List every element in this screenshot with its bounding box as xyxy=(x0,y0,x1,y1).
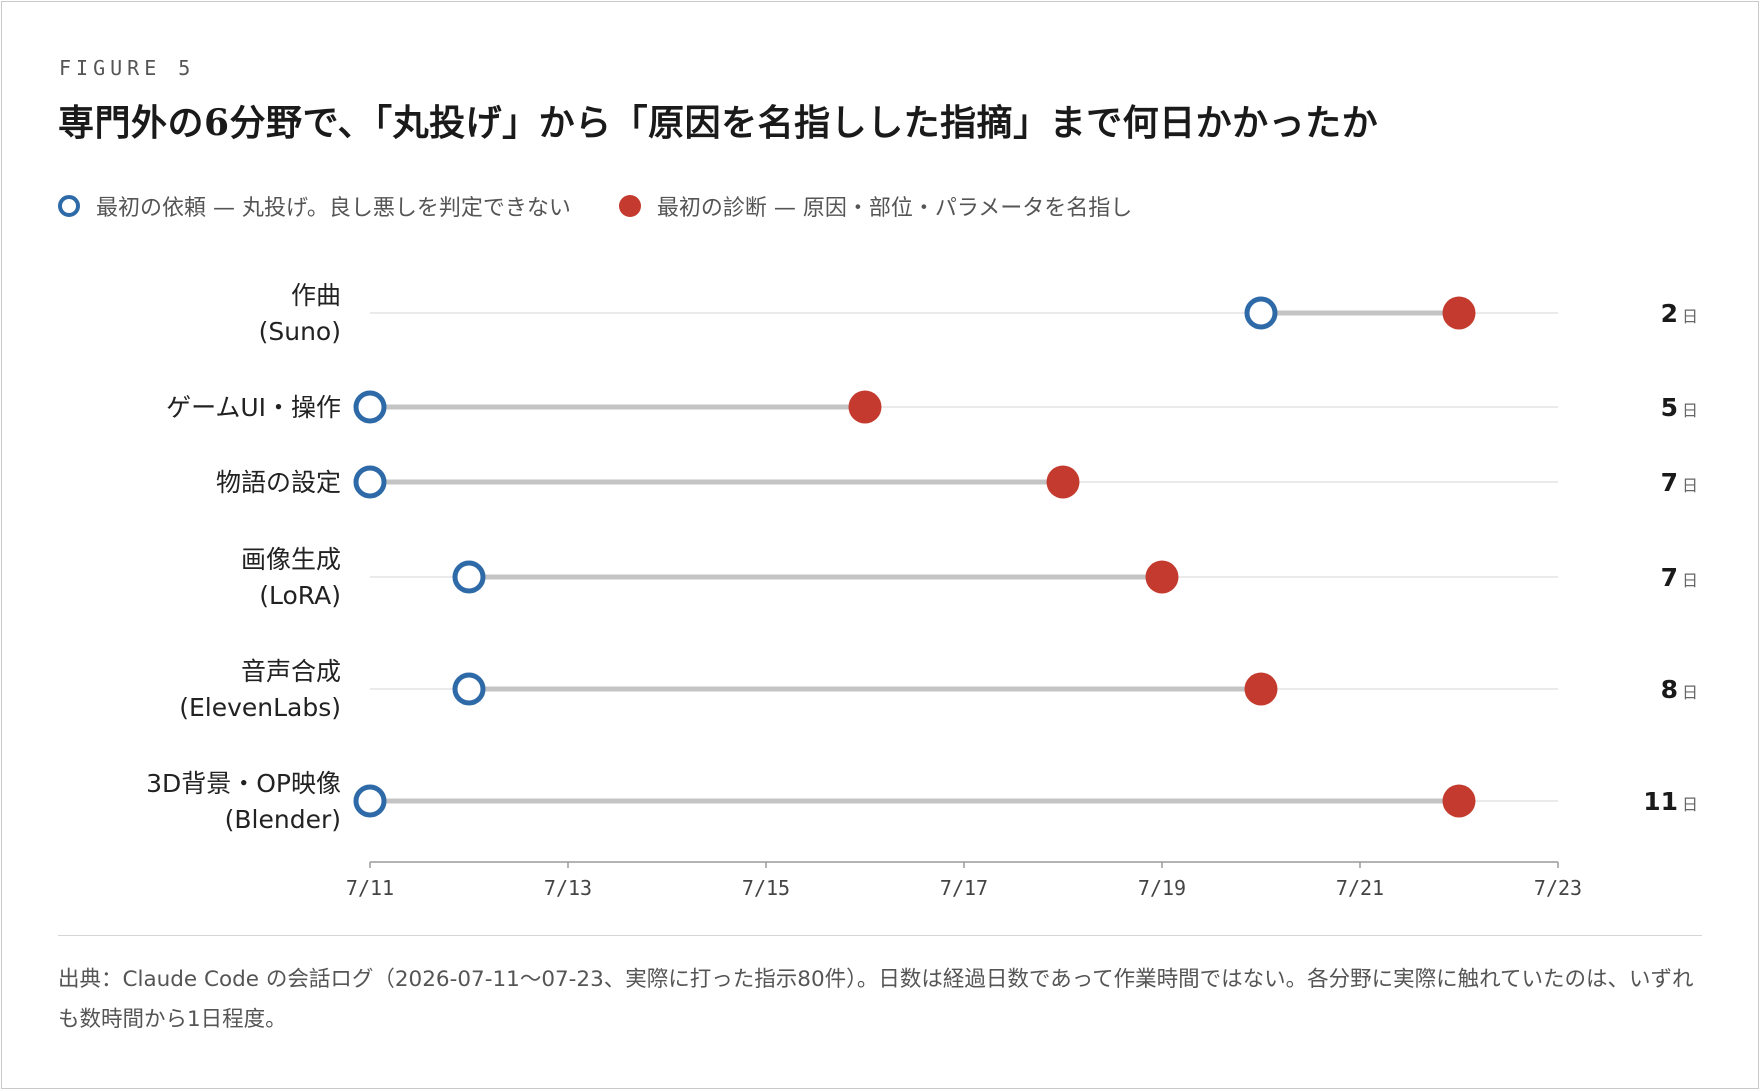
days-unit: 日 xyxy=(1682,307,1698,326)
end-marker xyxy=(848,390,882,424)
days-count: 8 xyxy=(1661,675,1678,704)
row-label: 画像生成 xyxy=(241,545,341,574)
open-circle-icon xyxy=(58,195,80,217)
filled-circle-icon xyxy=(618,195,641,217)
end-marker xyxy=(1244,672,1278,706)
legend: 最初の依頼 — 丸投げ。良し悪しを判定できない 最初の診断 — 原因・部位・パラ… xyxy=(58,188,1132,224)
start-marker xyxy=(1244,296,1278,330)
days-count: 5 xyxy=(1661,393,1678,422)
x-tick-label: 7/17 xyxy=(940,876,988,900)
x-tick-label: 7/21 xyxy=(1336,876,1384,900)
days-count: 11 xyxy=(1643,787,1678,816)
x-tick-label: 7/13 xyxy=(544,876,592,900)
x-tick-label: 7/19 xyxy=(1138,876,1186,900)
end-marker xyxy=(1145,560,1179,594)
legend-item-start: 最初の依頼 — 丸投げ。良し悪しを判定できない xyxy=(58,190,571,222)
start-marker xyxy=(452,560,486,594)
row-label: 3D背景・OP映像 xyxy=(146,769,341,798)
days-unit: 日 xyxy=(1682,476,1698,495)
days-unit: 日 xyxy=(1682,571,1698,590)
days-unit: 日 xyxy=(1682,795,1698,814)
x-tick-label: 7/23 xyxy=(1534,876,1582,900)
end-marker xyxy=(1442,784,1476,818)
figure-label: FIGURE 5 xyxy=(59,56,196,80)
start-marker xyxy=(353,784,387,818)
days-unit: 日 xyxy=(1682,683,1698,702)
row-label: (ElevenLabs) xyxy=(179,693,341,722)
legend-label-end: 最初の診断 — 原因・部位・パラメータを名指し xyxy=(656,196,1133,221)
start-marker xyxy=(452,672,486,706)
days-count: 7 xyxy=(1661,563,1678,592)
end-marker xyxy=(1046,465,1080,499)
start-marker xyxy=(353,390,387,424)
days-count: 7 xyxy=(1661,468,1678,497)
row-label: 音声合成 xyxy=(241,657,341,686)
days-unit: 日 xyxy=(1682,401,1698,420)
end-marker xyxy=(1442,296,1476,330)
source-note: 出典：Claude Code の会話ログ（2026-07-11〜07-23、実際… xyxy=(58,967,1694,1032)
row-label: (Blender) xyxy=(225,805,341,834)
row-label: 物語の設定 xyxy=(216,468,341,497)
start-marker xyxy=(353,465,387,499)
legend-label-start: 最初の依頼 — 丸投げ。良し悪しを判定できない xyxy=(96,196,571,221)
days-count: 2 xyxy=(1661,299,1678,328)
chart-title: 専門外の6分野で、「丸投げ」から「原因を名指しした指摘」まで何日かかったか xyxy=(58,102,1379,144)
row-label: (Suno) xyxy=(259,317,341,346)
divider xyxy=(58,935,1702,936)
row-label: ゲームUI・操作 xyxy=(166,393,341,422)
legend-item-end: 最初の診断 — 原因・部位・パラメータを名指し xyxy=(618,190,1133,222)
row-label: 作曲 xyxy=(291,281,341,310)
x-tick-label: 7/11 xyxy=(346,876,394,900)
x-tick-label: 7/15 xyxy=(742,876,790,900)
row-label: (LoRA) xyxy=(259,581,341,610)
